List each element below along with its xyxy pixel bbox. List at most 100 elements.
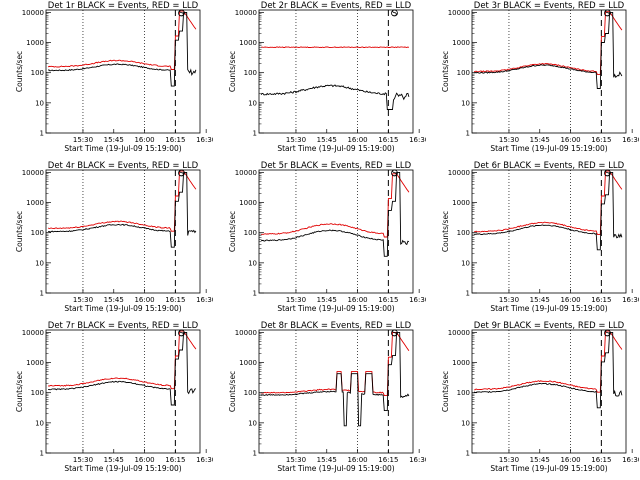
x-axis-label: Start Time (19-Jul-09 15:19:00): [64, 304, 181, 313]
panel-chart: Det 1r BLACK = Events, RED = LLDSE110100…: [15, 1, 213, 153]
x-tick-label: 15:45: [317, 456, 337, 464]
y-tick-label: 1000: [452, 39, 470, 47]
y-tick-label: 10000: [448, 9, 470, 17]
y-tick-label: 10000: [22, 9, 44, 17]
y-tick-label: 1: [40, 290, 44, 298]
x-tick-label: 16:15: [378, 296, 398, 304]
x-tick-label: 16:30: [622, 456, 639, 464]
start-marker-circle: [604, 169, 611, 177]
detector-panel: Det 4r BLACK = Events, RED = LLDSE110100…: [0, 160, 213, 320]
plot-frame: [45, 329, 201, 454]
panel-title: Det 2r BLACK = Events, RED = LLD: [261, 1, 412, 11]
x-tick-label: 16:00: [347, 296, 367, 304]
x-tick-label: 16:00: [560, 296, 580, 304]
start-marker-label: S: [179, 329, 185, 339]
x-tick-label: 15:30: [499, 136, 519, 144]
detector-panel: Det 6r BLACK = Events, RED = LLDSE110100…: [426, 160, 639, 320]
start-marker-circle: [391, 169, 398, 177]
y-tick-label: 100: [31, 389, 44, 397]
x-tick-label: 15:30: [286, 456, 306, 464]
y-axis-label: Counts/sec: [228, 211, 237, 252]
panel-chart: Det 8r BLACK = Events, RED = LLDSE110100…: [228, 321, 426, 473]
x-tick-label: 15:45: [530, 456, 550, 464]
y-axis-label: Counts/sec: [15, 51, 24, 92]
x-axis-label: Start Time (19-Jul-09 15:19:00): [277, 304, 394, 313]
y-tick-label: 100: [244, 389, 257, 397]
x-tick-label: 16:00: [560, 456, 580, 464]
x-tick-label: 15:30: [286, 136, 306, 144]
detector-panel: Det 7r BLACK = Events, RED = LLDSE110100…: [0, 320, 213, 480]
x-axis-label: Start Time (19-Jul-09 15:19:00): [490, 464, 607, 473]
x-tick-label: 16:15: [378, 136, 398, 144]
events-series-line: [48, 11, 197, 87]
panel-chart: Det 4r BLACK = Events, RED = LLDSE110100…: [15, 161, 213, 313]
lld-series-line: [47, 170, 197, 232]
plot-frame: [258, 9, 414, 134]
y-tick-label: 10000: [448, 329, 470, 337]
start-marker-label: S: [179, 9, 185, 19]
y-tick-label: 1000: [452, 359, 470, 367]
start-marker-circle: [391, 9, 398, 17]
y-axis-label: Counts/sec: [228, 371, 237, 412]
x-tick-label: 16:15: [378, 456, 398, 464]
x-tick-label: 15:30: [499, 296, 519, 304]
plot-frame: [471, 9, 627, 134]
panel-chart: Det 6r BLACK = Events, RED = LLDSE110100…: [441, 161, 639, 313]
x-tick-label: 16:00: [134, 136, 154, 144]
panel-title: Det 7r BLACK = Events, RED = LLD: [48, 321, 199, 331]
events-series-line: [473, 11, 623, 89]
x-axis-label: Start Time (19-Jul-09 15:19:00): [64, 464, 181, 473]
y-tick-label: 10: [35, 99, 44, 107]
x-axis-label: Start Time (19-Jul-09 15:19:00): [64, 144, 181, 153]
plot-frame: [471, 169, 627, 294]
y-tick-label: 1: [253, 130, 257, 138]
x-tick-label: 16:30: [196, 456, 213, 464]
lld-series-line: [261, 46, 410, 49]
x-axis-label: Start Time (19-Jul-09 15:19:00): [490, 144, 607, 153]
y-tick-label: 100: [244, 229, 257, 237]
y-axis-label: Counts/sec: [15, 211, 24, 252]
y-tick-label: 10: [248, 419, 257, 427]
start-marker-circle: [178, 9, 185, 17]
y-tick-label: 1000: [26, 359, 44, 367]
events-series-line: [260, 84, 410, 110]
y-tick-label: 10000: [448, 169, 470, 177]
lld-series-line: [474, 330, 623, 393]
panel-chart: Det 7r BLACK = Events, RED = LLDSE110100…: [15, 321, 213, 473]
y-tick-label: 100: [457, 229, 470, 237]
y-tick-label: 10000: [235, 9, 257, 17]
x-tick-label: 16:00: [134, 296, 154, 304]
y-tick-label: 1: [466, 290, 470, 298]
y-tick-label: 100: [31, 69, 44, 77]
y-tick-label: 1: [466, 450, 470, 458]
panel-title: Det 4r BLACK = Events, RED = LLD: [48, 161, 199, 171]
y-tick-label: 1: [253, 290, 257, 298]
events-series-line: [261, 171, 410, 257]
events-series-line: [48, 171, 197, 248]
x-tick-label: 16:30: [409, 296, 426, 304]
x-tick-label: 16:15: [591, 296, 611, 304]
y-tick-label: 1: [253, 450, 257, 458]
x-tick-label: 15:45: [317, 296, 337, 304]
y-tick-label: 1: [40, 450, 44, 458]
x-tick-label: 16:15: [591, 456, 611, 464]
start-marker-circle: [604, 329, 611, 337]
y-tick-label: 10: [461, 419, 470, 427]
y-tick-label: 10: [35, 419, 44, 427]
x-tick-label: 15:30: [73, 456, 93, 464]
y-tick-label: 10: [248, 259, 257, 267]
y-tick-label: 10000: [22, 169, 44, 177]
detector-panel: Det 1r BLACK = Events, RED = LLDSE110100…: [0, 0, 213, 160]
start-marker-label: S: [605, 169, 611, 179]
lld-series-line: [47, 330, 197, 390]
x-axis-label: Start Time (19-Jul-09 15:19:00): [277, 144, 394, 153]
events-series-line: [48, 331, 197, 406]
y-tick-label: 1000: [452, 199, 470, 207]
x-tick-label: 16:30: [409, 136, 426, 144]
y-tick-label: 1000: [26, 199, 44, 207]
x-tick-label: 16:15: [165, 456, 185, 464]
x-tick-label: 16:15: [591, 136, 611, 144]
detector-panel: Det 2r BLACK = Events, RED = LLDSE110100…: [213, 0, 426, 160]
start-marker-label: S: [392, 169, 398, 179]
